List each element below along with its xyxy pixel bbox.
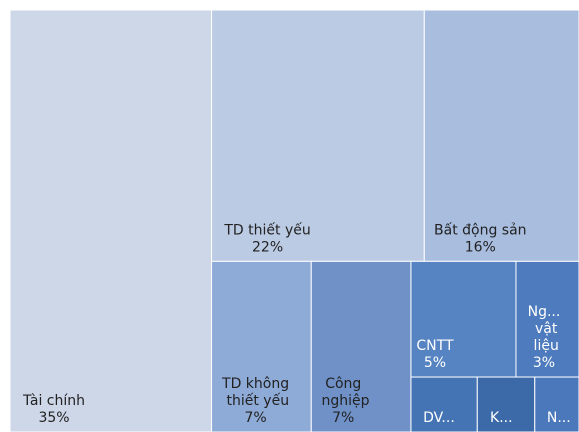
treemap-tile — [423, 9, 579, 262]
tile-value-label: 35% — [38, 410, 69, 426]
tile-value-label: 22% — [252, 239, 283, 255]
tile-label: N... — [547, 410, 571, 426]
tile-label: CNTT — [416, 338, 454, 354]
tile-value-label: 7% — [244, 410, 266, 426]
tile-label: K... — [490, 410, 513, 426]
tile-label: Công nghiệp — [317, 376, 370, 409]
tile-value-label: 16% — [465, 239, 496, 255]
tile-label: Tài chính — [22, 393, 85, 409]
treemap-tile — [211, 260, 312, 432]
treemap-tile — [515, 260, 579, 378]
treemap-tile — [9, 9, 213, 432]
tile-label: TD thiết yếu — [223, 221, 310, 238]
tile-label: DV... — [423, 410, 455, 426]
tile-label: Ng... vật liệu — [528, 304, 561, 354]
tile-value-label: 5% — [424, 355, 446, 371]
treemap-tile — [410, 376, 478, 432]
treemap-tile — [476, 376, 536, 432]
treemap-tile — [211, 9, 425, 262]
tile-value-label: 3% — [533, 355, 555, 371]
treemap-tile — [310, 260, 412, 432]
tile-label: TD không thiết yếu — [221, 376, 289, 409]
tile-label: Bất động sản — [434, 222, 527, 238]
tile-value-label: 7% — [332, 410, 354, 426]
treemap-tile — [410, 260, 517, 378]
